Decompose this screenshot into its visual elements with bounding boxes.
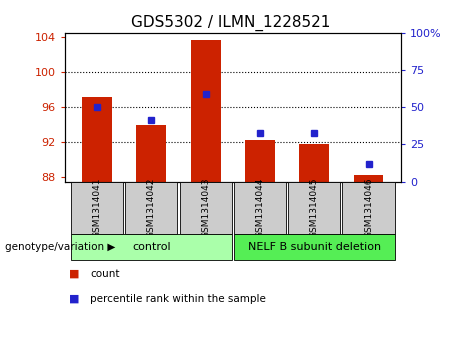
Text: genotype/variation ▶: genotype/variation ▶ [5,242,115,252]
Bar [299,144,329,182]
FancyBboxPatch shape [125,182,177,234]
Text: GSM1314046: GSM1314046 [364,178,373,238]
FancyBboxPatch shape [234,182,286,234]
Bar [354,175,384,182]
Bar [191,40,221,182]
Text: percentile rank within the sample: percentile rank within the sample [90,294,266,304]
FancyBboxPatch shape [71,234,232,260]
Bar [245,140,275,182]
Text: GSM1314045: GSM1314045 [310,178,319,238]
FancyBboxPatch shape [288,182,340,234]
Bar [82,97,112,182]
FancyBboxPatch shape [234,234,395,260]
FancyBboxPatch shape [71,182,123,234]
Text: ■: ■ [69,294,80,304]
Text: GSM1314041: GSM1314041 [93,178,101,238]
Text: control: control [132,242,171,252]
Text: GSM1314043: GSM1314043 [201,178,210,238]
Text: GSM1314042: GSM1314042 [147,178,156,238]
FancyBboxPatch shape [343,182,395,234]
FancyBboxPatch shape [180,182,232,234]
Bar [136,125,166,182]
Text: NELF B subunit deletion: NELF B subunit deletion [248,242,381,252]
Text: count: count [90,269,119,279]
Text: GSM1314044: GSM1314044 [255,178,265,238]
Text: GDS5302 / ILMN_1228521: GDS5302 / ILMN_1228521 [131,15,330,31]
Text: ■: ■ [69,269,80,279]
